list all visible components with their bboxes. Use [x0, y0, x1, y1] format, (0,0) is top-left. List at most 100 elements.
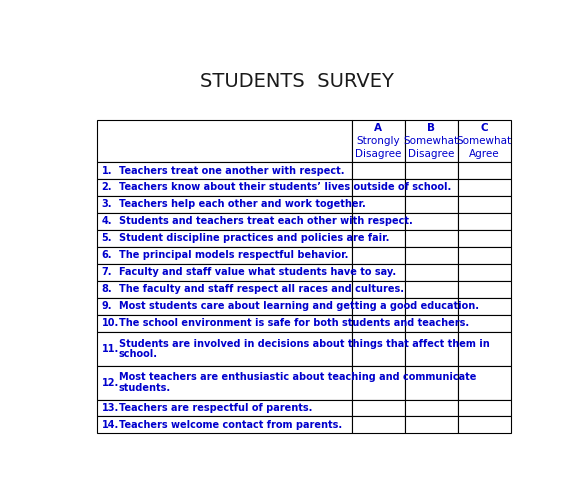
Bar — [405, 332, 458, 366]
Bar — [458, 230, 511, 247]
Text: Strongly: Strongly — [356, 136, 400, 146]
Bar — [405, 281, 458, 297]
Bar — [405, 247, 458, 264]
Bar — [458, 247, 511, 264]
Text: 14.: 14. — [102, 420, 119, 430]
Bar — [458, 366, 511, 400]
Bar — [405, 196, 458, 213]
Text: Teachers welcome contact from parents.: Teachers welcome contact from parents. — [119, 420, 342, 430]
Text: Teachers know about their students’ lives outside of school.: Teachers know about their students’ live… — [119, 182, 451, 192]
Text: 7.: 7. — [102, 268, 112, 278]
Bar — [351, 366, 405, 400]
Text: Most students care about learning and getting a good education.: Most students care about learning and ge… — [119, 301, 479, 311]
Bar — [351, 416, 405, 434]
Bar — [97, 247, 351, 264]
Text: Faculty and staff value what students have to say.: Faculty and staff value what students ha… — [119, 268, 396, 278]
Text: Students and teachers treat each other with respect.: Students and teachers treat each other w… — [119, 216, 412, 226]
Bar — [405, 162, 458, 179]
Bar — [351, 213, 405, 230]
Text: The principal models respectful behavior.: The principal models respectful behavior… — [119, 250, 348, 260]
Text: school.: school. — [119, 348, 158, 358]
Bar — [405, 416, 458, 434]
Text: Somewhat: Somewhat — [456, 136, 512, 146]
Text: 11.: 11. — [102, 344, 119, 353]
Bar — [351, 298, 405, 314]
Bar — [458, 264, 511, 281]
Bar — [97, 230, 351, 247]
Bar — [351, 314, 405, 332]
Text: 3.: 3. — [102, 200, 112, 209]
Bar — [351, 281, 405, 297]
Bar — [351, 162, 405, 179]
Bar — [405, 213, 458, 230]
Bar — [97, 179, 351, 196]
Text: 13.: 13. — [102, 403, 119, 413]
Bar — [351, 196, 405, 213]
Text: Somewhat: Somewhat — [404, 136, 459, 146]
Bar — [458, 416, 511, 434]
Bar — [405, 264, 458, 281]
Bar — [458, 179, 511, 196]
Bar — [458, 332, 511, 366]
Text: students.: students. — [119, 382, 171, 392]
Text: B: B — [427, 123, 435, 133]
Bar — [405, 400, 458, 416]
Bar — [97, 196, 351, 213]
Bar — [97, 332, 351, 366]
Bar — [405, 230, 458, 247]
Text: Teachers help each other and work together.: Teachers help each other and work togeth… — [119, 200, 365, 209]
Bar — [351, 120, 405, 162]
Bar — [97, 416, 351, 434]
Bar — [405, 314, 458, 332]
Text: The faculty and staff respect all races and cultures.: The faculty and staff respect all races … — [119, 284, 404, 294]
Bar — [351, 230, 405, 247]
Text: 6.: 6. — [102, 250, 112, 260]
Bar — [405, 179, 458, 196]
Bar — [351, 332, 405, 366]
Bar — [97, 281, 351, 297]
Text: Student discipline practices and policies are fair.: Student discipline practices and policie… — [119, 234, 389, 243]
Text: C: C — [480, 123, 488, 133]
Bar — [97, 120, 351, 162]
Bar — [458, 213, 511, 230]
Text: The school environment is safe for both students and teachers.: The school environment is safe for both … — [119, 318, 469, 328]
Bar — [97, 400, 351, 416]
Text: Students are involved in decisions about things that affect them in: Students are involved in decisions about… — [119, 338, 490, 348]
Bar — [458, 162, 511, 179]
Text: A: A — [374, 123, 382, 133]
Bar — [458, 314, 511, 332]
Text: 8.: 8. — [102, 284, 113, 294]
Text: 10.: 10. — [102, 318, 119, 328]
Text: Most teachers are enthusiastic about teaching and communicate: Most teachers are enthusiastic about tea… — [119, 372, 476, 382]
Bar — [458, 298, 511, 314]
Bar — [405, 120, 458, 162]
Text: 1.: 1. — [102, 166, 112, 175]
Bar — [97, 314, 351, 332]
Text: 2.: 2. — [102, 182, 112, 192]
Bar — [351, 264, 405, 281]
Text: 4.: 4. — [102, 216, 112, 226]
Bar — [351, 179, 405, 196]
Text: STUDENTS  SURVEY: STUDENTS SURVEY — [200, 72, 394, 90]
Bar — [97, 264, 351, 281]
Text: 12.: 12. — [102, 378, 119, 388]
Text: Agree: Agree — [469, 148, 499, 158]
Text: Disagree: Disagree — [408, 148, 454, 158]
Bar — [97, 298, 351, 314]
Bar — [458, 196, 511, 213]
Text: Disagree: Disagree — [355, 148, 401, 158]
Bar — [405, 298, 458, 314]
Bar — [458, 120, 511, 162]
Bar — [97, 213, 351, 230]
Bar — [97, 366, 351, 400]
Text: 9.: 9. — [102, 301, 112, 311]
Bar — [351, 400, 405, 416]
Text: Teachers are respectful of parents.: Teachers are respectful of parents. — [119, 403, 312, 413]
Text: 5.: 5. — [102, 234, 112, 243]
Bar — [405, 366, 458, 400]
Bar — [458, 400, 511, 416]
Bar — [97, 162, 351, 179]
Bar — [458, 281, 511, 297]
Text: Teachers treat one another with respect.: Teachers treat one another with respect. — [119, 166, 345, 175]
Bar — [351, 247, 405, 264]
